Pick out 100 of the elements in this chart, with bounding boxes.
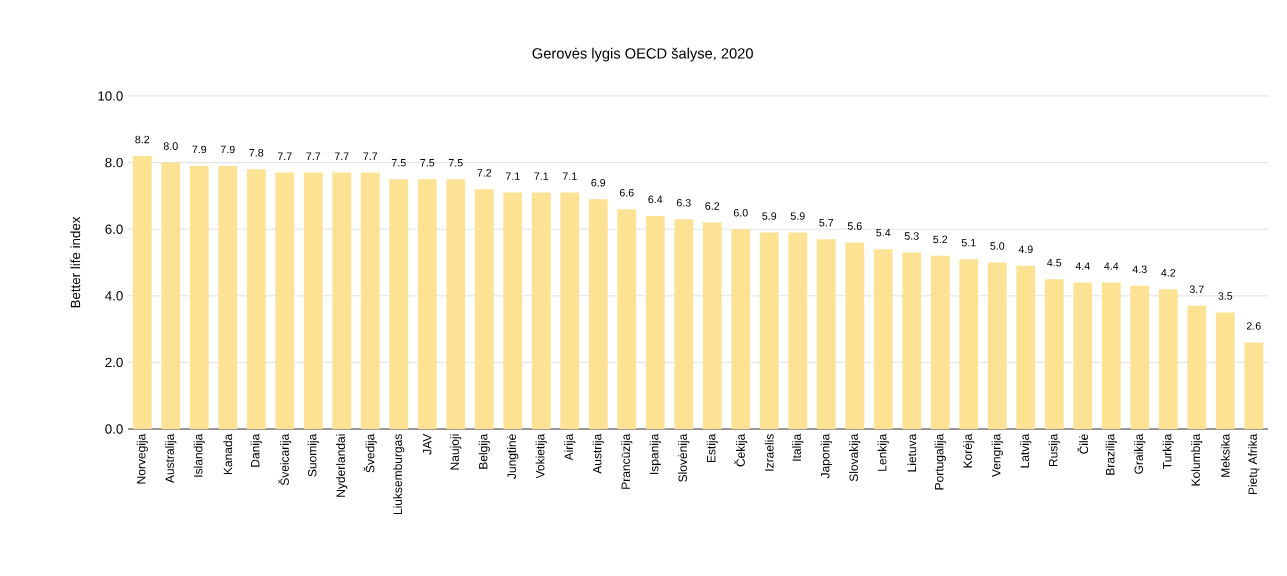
bar bbox=[1130, 285, 1150, 429]
data-label: 7.7 bbox=[277, 152, 292, 160]
data-label: 7.7 bbox=[363, 152, 378, 160]
data-label: 4.2 bbox=[1161, 268, 1176, 277]
bar bbox=[474, 189, 494, 429]
bar bbox=[218, 165, 238, 429]
bar bbox=[417, 179, 437, 429]
bar bbox=[930, 255, 950, 429]
x-tick-label: Austrija bbox=[592, 433, 604, 474]
data-label: 7.7 bbox=[334, 152, 349, 160]
y-tick-label: 2.0 bbox=[105, 357, 123, 368]
data-label: 7.1 bbox=[562, 172, 577, 180]
bar bbox=[816, 239, 836, 429]
x-tick-label: Meksika bbox=[1220, 433, 1230, 477]
x-tick-label: Čekija bbox=[734, 433, 748, 467]
bar bbox=[588, 199, 608, 429]
data-label: 4.4 bbox=[1104, 262, 1119, 270]
x-tick-label: Norvegija bbox=[136, 433, 148, 484]
bar bbox=[1215, 312, 1235, 429]
data-label: 5.9 bbox=[790, 212, 805, 220]
x-tick-label: Pietų Afrika bbox=[1248, 433, 1260, 495]
bar bbox=[674, 219, 694, 429]
data-label: 5.0 bbox=[990, 242, 1005, 250]
x-tick-label: Islandija bbox=[193, 433, 205, 477]
data-label: 7.1 bbox=[505, 172, 520, 180]
bar bbox=[702, 222, 722, 429]
bar bbox=[1101, 282, 1121, 429]
data-label: 4.4 bbox=[1075, 262, 1090, 270]
x-tick-label: Brazilija bbox=[1105, 433, 1117, 475]
y-tick-label: 6.0 bbox=[105, 224, 123, 234]
bar bbox=[1073, 282, 1093, 429]
y-tick-label: 8.0 bbox=[105, 157, 123, 168]
x-tick-label: Vengrija bbox=[991, 433, 1003, 478]
data-label: 7.5 bbox=[391, 159, 406, 167]
x-tick-label: Airija bbox=[564, 433, 576, 461]
x-tick-label: Slovėnija bbox=[678, 433, 690, 482]
x-tick-label: Lenkija bbox=[877, 433, 889, 471]
data-label: 7.2 bbox=[477, 169, 492, 177]
x-tick-label: Nyderlandai bbox=[336, 434, 348, 497]
x-tick-label: Liuksemburgas bbox=[393, 434, 405, 515]
bar bbox=[987, 262, 1007, 429]
x-tick-label: Korėja bbox=[963, 433, 975, 468]
x-tick-label: Slovakija bbox=[849, 433, 861, 482]
bar bbox=[617, 209, 637, 429]
x-tick-label: Kanada bbox=[223, 433, 233, 475]
data-label: 3.7 bbox=[1189, 285, 1204, 294]
y-tick-label: 0.0 bbox=[105, 424, 123, 434]
bar bbox=[303, 172, 323, 429]
data-label: 5.7 bbox=[819, 219, 834, 227]
x-tick-label: Turkija bbox=[1162, 433, 1174, 469]
y-tick-label: 4.0 bbox=[105, 291, 123, 301]
x-tick-label: Latvija bbox=[1020, 433, 1032, 468]
y-tick-label: 10.0 bbox=[98, 91, 123, 101]
bar bbox=[902, 252, 922, 429]
bar bbox=[360, 172, 380, 429]
data-label: 6.9 bbox=[591, 178, 606, 187]
data-label: 6.0 bbox=[733, 208, 748, 217]
data-label: 7.8 bbox=[249, 149, 264, 157]
x-tick-label: Lietuva bbox=[907, 433, 917, 472]
bar bbox=[788, 232, 808, 429]
bar bbox=[959, 259, 979, 429]
chart-title: Gerovės lygis OECD šalyse, 2020 bbox=[532, 47, 753, 62]
bar bbox=[873, 249, 893, 429]
data-label: 4.9 bbox=[1018, 245, 1033, 254]
x-tick-label: Jungtinė bbox=[507, 434, 519, 479]
data-label: 2.6 bbox=[1246, 322, 1261, 330]
bar bbox=[503, 192, 523, 429]
data-label: 5.9 bbox=[762, 212, 777, 220]
data-label: 5.2 bbox=[933, 235, 948, 244]
x-tick-label: Kolumbija bbox=[1191, 433, 1203, 486]
x-tick-label: Belgija bbox=[478, 433, 490, 469]
bar bbox=[389, 179, 409, 429]
x-tick-label: Suomija bbox=[307, 433, 319, 477]
x-tick-label: JAV bbox=[423, 433, 432, 455]
x-tick-label: Švedija bbox=[363, 433, 377, 473]
bar bbox=[189, 165, 209, 429]
x-tick-label: Rusija bbox=[1048, 433, 1060, 467]
data-label: 7.7 bbox=[306, 152, 321, 160]
x-tick-label: Naujoji bbox=[450, 434, 462, 470]
data-label: 6.3 bbox=[676, 198, 691, 207]
data-label: 3.5 bbox=[1218, 292, 1233, 300]
bar bbox=[332, 172, 352, 429]
data-label: 6.2 bbox=[705, 202, 720, 210]
data-label: 5.4 bbox=[876, 229, 891, 237]
x-tick-label: Australija bbox=[165, 433, 177, 484]
data-label: 6.4 bbox=[648, 195, 663, 204]
x-tick-label: Ispanija bbox=[649, 433, 661, 474]
bar bbox=[560, 192, 580, 429]
x-tick-label: Portugalija bbox=[934, 433, 946, 490]
data-label: 7.5 bbox=[448, 159, 463, 167]
data-label: 8.2 bbox=[135, 135, 150, 144]
x-tick-label: Prancūzija bbox=[621, 433, 633, 489]
x-tick-label: Estija bbox=[706, 433, 718, 463]
y-axis-title: Better life index bbox=[70, 216, 81, 308]
x-tick-label: Graikija bbox=[1134, 433, 1146, 474]
data-label: 6.6 bbox=[619, 188, 634, 197]
bar bbox=[275, 172, 295, 429]
bar bbox=[132, 155, 152, 429]
bar bbox=[845, 242, 865, 429]
data-label: 7.1 bbox=[534, 172, 549, 180]
